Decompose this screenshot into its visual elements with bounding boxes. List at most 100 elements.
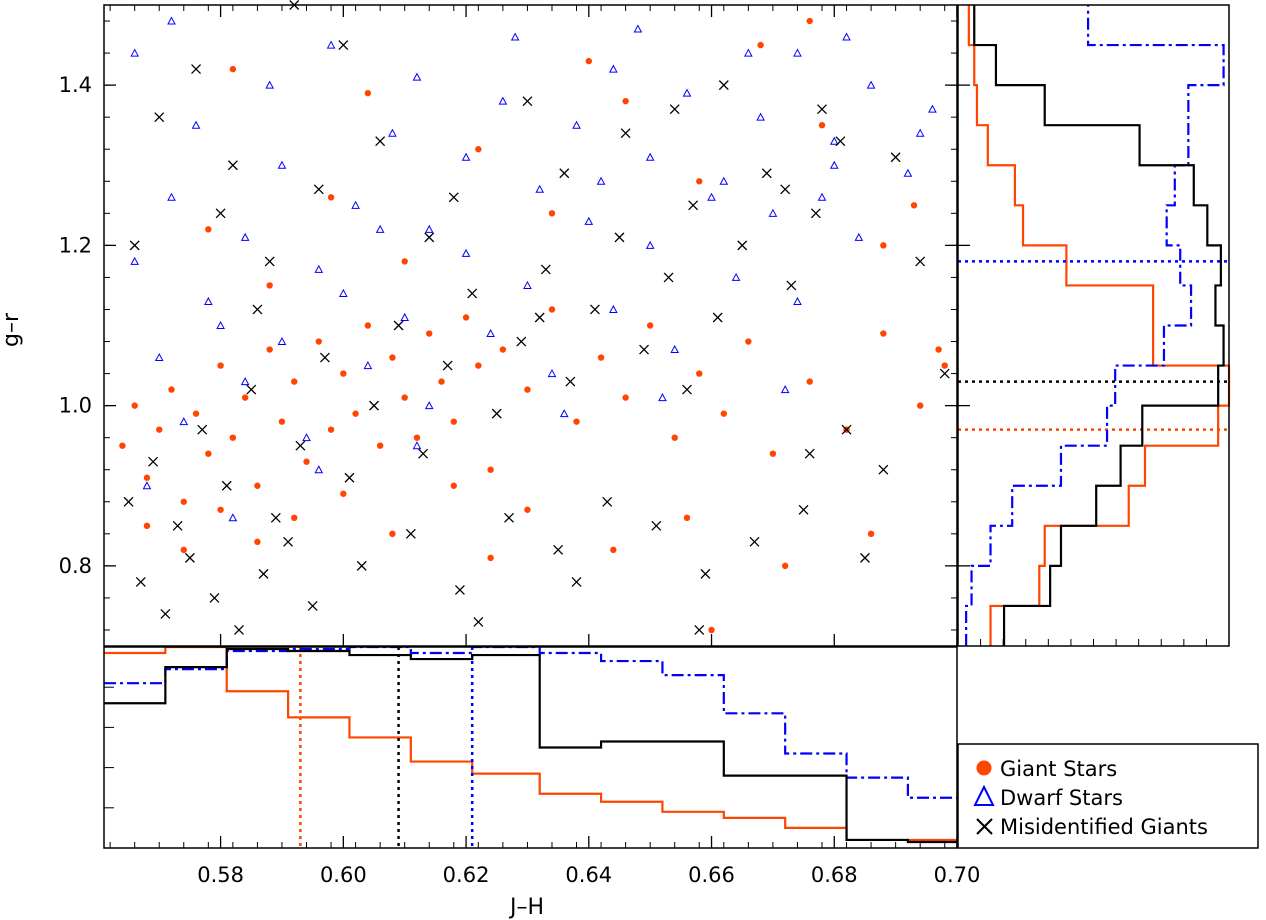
dwarf-star-point [903, 168, 913, 177]
giant-star-point [413, 434, 421, 441]
dwarf-star-point [793, 48, 802, 57]
misidentified-giant-point [172, 520, 183, 531]
misidentified-giant-point [804, 448, 815, 459]
misidentified-giant-point [154, 112, 165, 123]
giant-star-point [205, 226, 212, 233]
giant-star-point [910, 202, 918, 209]
giant-star-point [806, 378, 813, 385]
bottom-histogram-dwarf [104, 645, 957, 799]
giant-star-point [401, 258, 408, 265]
giant-star-point [291, 514, 298, 521]
misidentified-giant-point [700, 568, 711, 579]
giant-star-point [450, 482, 457, 489]
x-axis-title: J–H [508, 895, 544, 920]
dwarf-star-point [388, 128, 397, 137]
dwarf-star-point [191, 120, 201, 129]
dwarf-star-point [670, 344, 680, 354]
misidentified-giant-point [356, 560, 367, 571]
giant-star-point [573, 418, 580, 425]
dwarf-star-point [277, 336, 287, 346]
bottom-histogram-giant [104, 645, 957, 842]
giant-star-point [696, 178, 703, 185]
misidentified-giant-point [135, 576, 146, 587]
giant-star-point [708, 626, 715, 634]
misidentified-giant-point [307, 600, 318, 611]
misidentified-giant-point [835, 136, 846, 147]
dwarf-star-point [498, 96, 508, 105]
x-tick-label: 0.62 [443, 863, 490, 887]
dwarf-star-point [645, 152, 655, 161]
giant-star-point [389, 530, 396, 538]
bottom-histogram-panel [104, 645, 957, 848]
dwarf-star-point [228, 513, 238, 522]
giant-star-point [131, 402, 138, 409]
dwarf-star-point [486, 328, 495, 338]
giant-star-point [935, 346, 942, 353]
giant-star-point [119, 442, 126, 449]
misidentified-giant-point [516, 336, 527, 347]
misidentified-giant-point [344, 472, 355, 483]
giant-star-point [769, 450, 777, 457]
misidentified-giant-point [682, 384, 692, 395]
giant-star-point [916, 402, 924, 409]
dwarf-star-point [719, 176, 729, 185]
dwarf-star-point [572, 120, 581, 129]
dwarf-star-point [928, 104, 937, 113]
giant-star-point [622, 394, 629, 401]
legend-label-giant: Giant Stars [1000, 757, 1117, 781]
misidentified-giant-point [565, 376, 576, 387]
misidentified-giant-point [418, 448, 429, 459]
y-tick-label: 1.4 [59, 73, 92, 97]
dwarf-star-point [596, 176, 606, 185]
giant-star-point [683, 514, 691, 521]
dwarf-star-point [510, 32, 520, 41]
bottom-frame [103, 646, 958, 849]
misidentified-giant-point [589, 304, 600, 315]
misidentified-giant-point [534, 312, 545, 323]
misidentified-giant-point [939, 368, 950, 379]
giant-star-point [389, 354, 396, 361]
misidentified-giant-point [129, 240, 140, 251]
giant-star-point [291, 378, 298, 385]
dwarf-star-point [302, 433, 311, 442]
giant-star-point [499, 346, 507, 353]
giant-star-point [475, 146, 482, 153]
dwarf-star-point [461, 152, 471, 161]
dwarf-star-point [265, 80, 275, 89]
misidentified-giant-point [810, 208, 821, 219]
giant-star-point [781, 562, 789, 570]
misidentified-giant-point [160, 608, 171, 619]
giant-star-point [487, 466, 494, 473]
giant-star-point [548, 210, 556, 217]
dwarf-star-point [167, 16, 176, 25]
dwarf-star-point [338, 288, 348, 297]
giant-star-point [192, 410, 200, 417]
giant-star-point [438, 378, 445, 385]
giant-star-point [475, 362, 482, 369]
dwarf-star-point [829, 160, 839, 169]
misidentified-giant-point [258, 568, 269, 579]
dwarf-star-point [130, 256, 140, 265]
dwarf-star-point [609, 304, 618, 313]
dwarf-star-point [523, 280, 532, 289]
bottom-histogram-misidentified [104, 647, 957, 844]
misidentified-giant-point [553, 544, 564, 555]
legend-label-dwarf: Dwarf Stars [1000, 786, 1123, 810]
giant-star-point [364, 322, 372, 329]
giant-star-point [254, 482, 261, 489]
misidentified-giant-point [559, 168, 570, 179]
misidentified-giant-point [491, 408, 502, 419]
misidentified-giant-point [688, 200, 699, 211]
dwarf-star-point [658, 393, 667, 402]
misidentified-giant-point [270, 512, 281, 523]
misidentified-giant-point [694, 625, 705, 635]
giant-star-point [450, 418, 457, 425]
dwarf-star-point [314, 465, 324, 474]
dwarf-star-point [744, 48, 753, 57]
dwarf-star-point [167, 192, 176, 201]
giant-star-point [745, 338, 752, 345]
dwarf-star-point [203, 296, 213, 305]
misidentified-giant-point [252, 304, 263, 315]
giant-star-point [610, 546, 617, 554]
giant-star-point [340, 490, 347, 497]
